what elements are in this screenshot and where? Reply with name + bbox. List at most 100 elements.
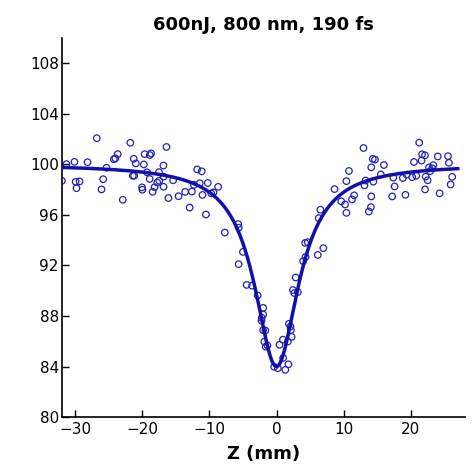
Point (239, 248, 247, 255)
Point (331, 185, 338, 193)
Point (348, 196, 356, 203)
Point (208, 190, 215, 197)
Point (259, 304, 267, 311)
Point (360, 144, 367, 152)
Point (234, 220, 242, 228)
Point (315, 214, 322, 222)
Point (196, 180, 203, 187)
Point (434, 153, 442, 160)
Point (262, 343, 269, 350)
Point (199, 191, 206, 199)
Point (254, 292, 262, 299)
Point (262, 327, 269, 334)
Point (367, 203, 374, 211)
Point (160, 173, 167, 181)
Point (337, 198, 345, 205)
Point (403, 171, 410, 179)
Point (421, 152, 429, 159)
Point (138, 186, 146, 193)
Point (292, 273, 300, 281)
Point (71, 158, 78, 166)
Point (103, 164, 110, 172)
Point (436, 190, 444, 197)
Point (444, 153, 452, 160)
Point (259, 327, 267, 334)
Point (130, 172, 138, 180)
Point (258, 314, 265, 322)
Point (202, 211, 210, 219)
Point (369, 155, 376, 163)
Point (370, 178, 377, 185)
Point (371, 156, 379, 164)
Point (287, 323, 294, 330)
Point (302, 253, 310, 261)
Point (130, 155, 137, 163)
Point (285, 361, 292, 368)
Point (285, 320, 292, 328)
Point (198, 167, 206, 175)
Point (93, 135, 100, 142)
Point (264, 342, 271, 349)
Point (175, 192, 182, 200)
Point (390, 174, 397, 182)
Point (447, 181, 455, 188)
Title: 600nJ, 800 nm, 190 fs: 600nJ, 800 nm, 190 fs (153, 16, 374, 34)
Point (345, 167, 353, 175)
Point (294, 288, 301, 296)
Point (111, 155, 119, 162)
Point (210, 189, 217, 196)
Point (129, 172, 137, 180)
Point (361, 182, 368, 189)
Point (279, 354, 287, 362)
Point (154, 179, 161, 186)
Point (427, 167, 434, 175)
Point (155, 168, 163, 176)
Point (140, 161, 148, 168)
Point (76, 178, 83, 185)
Point (276, 341, 283, 348)
Point (138, 183, 146, 191)
Point (164, 194, 172, 202)
Point (284, 338, 292, 346)
Point (343, 177, 350, 185)
Point (424, 176, 431, 184)
Point (279, 336, 287, 344)
Point (421, 186, 429, 193)
Point (422, 173, 429, 181)
Point (110, 155, 118, 163)
Point (160, 183, 167, 191)
Point (270, 363, 278, 371)
Point (169, 176, 177, 184)
Point (314, 251, 321, 259)
Point (429, 161, 437, 169)
Point (448, 173, 456, 181)
Point (214, 183, 222, 191)
Point (274, 365, 282, 372)
Point (235, 224, 243, 231)
Point (190, 181, 198, 189)
Point (362, 177, 369, 184)
Point (300, 257, 307, 265)
Point (149, 188, 156, 196)
Point (141, 150, 148, 158)
Point (186, 204, 193, 211)
Point (73, 184, 80, 192)
Point (367, 192, 375, 200)
Point (412, 172, 420, 180)
Point (155, 177, 163, 184)
Point (160, 162, 167, 169)
Point (193, 165, 201, 173)
Point (204, 179, 211, 187)
Point (63, 160, 70, 168)
Point (182, 188, 189, 196)
Point (418, 157, 425, 164)
Point (415, 139, 423, 146)
Point (132, 160, 140, 167)
Point (380, 161, 388, 169)
Point (288, 333, 295, 341)
Point (409, 173, 416, 181)
Point (258, 317, 265, 324)
Point (98, 186, 105, 193)
Point (301, 239, 309, 247)
Point (163, 143, 170, 151)
